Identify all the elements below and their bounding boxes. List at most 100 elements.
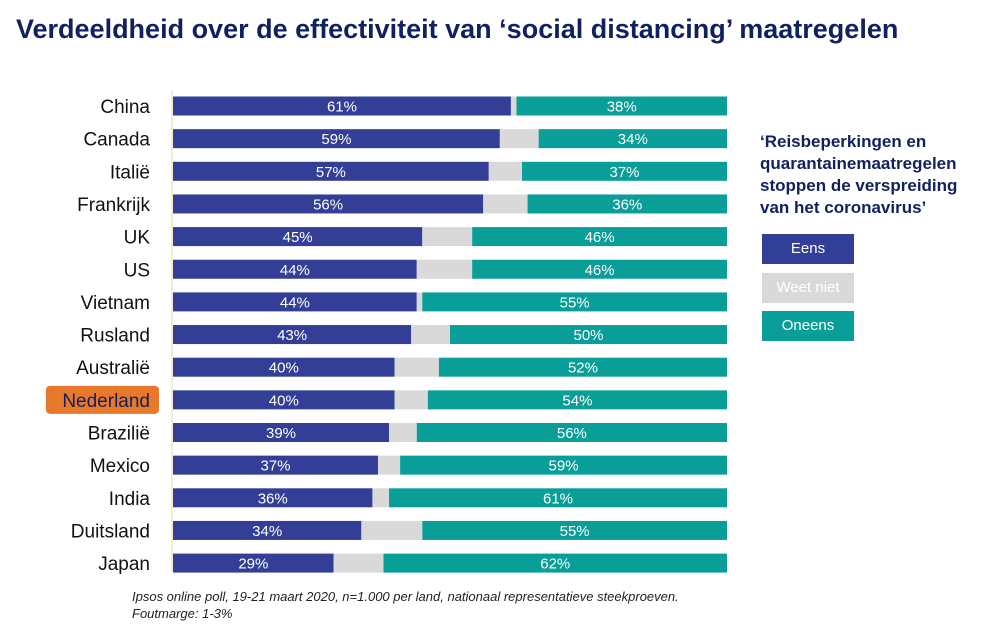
bar-weet-niet-mexico [377, 455, 401, 475]
bar-oneens-japan [383, 553, 727, 573]
data-label-oneens-itali-: 37% [609, 164, 639, 181]
data-label-oneens-nederland: 54% [562, 392, 592, 409]
footnote: Ipsos online poll, 19-21 maart 2020, n=1… [132, 588, 679, 622]
data-label-eens-us: 44% [280, 262, 310, 279]
category-label-us: US [124, 260, 150, 281]
data-label-eens-japan: 29% [238, 556, 268, 573]
data-label-eens-canada: 59% [321, 131, 351, 148]
bar-weet-niet-frankrijk [483, 194, 528, 214]
bar-oneens-brazili- [416, 423, 727, 442]
data-label-eens-india: 36% [258, 490, 288, 507]
data-label-oneens-mexico: 59% [549, 458, 579, 475]
legend-eens: Eens [762, 234, 854, 264]
data-label-eens-brazili-: 39% [266, 425, 296, 442]
category-label-rusland: Rusland [80, 326, 150, 347]
bar-weet-niet-japan [333, 553, 384, 573]
data-label-oneens-india: 61% [543, 490, 573, 507]
bar-oneens-itali- [522, 161, 727, 181]
bar-weet-niet-brazili- [389, 423, 417, 442]
data-label-oneens-japan: 62% [540, 556, 570, 573]
data-label-oneens-us: 46% [585, 262, 615, 279]
bar-oneens-australi- [438, 357, 727, 377]
bar-eens-india [173, 488, 373, 508]
bar-eens-itali- [173, 161, 489, 181]
bar-weet-niet-rusland [411, 325, 450, 345]
category-label-brazili-: Brazilië [88, 424, 150, 445]
statement-text: ‘Reisbeperkingen en quarantainemaatregel… [760, 132, 958, 217]
data-label-eens-china: 61% [327, 99, 357, 116]
legend-eens-label: Eens [790, 240, 826, 257]
category-label-canada: Canada [83, 130, 150, 151]
bar-weet-niet-canada [499, 129, 539, 149]
bar-eens-japan [173, 553, 334, 573]
data-label-eens-nederland: 40% [269, 392, 299, 409]
category-label-frankrijk: Frankrijk [77, 195, 150, 216]
category-label-vietnam: Vietnam [81, 293, 150, 314]
bar-oneens-vietnam [422, 292, 727, 312]
bar-oneens-mexico [400, 455, 727, 475]
chart-title: Verdeeldheid over de effectiviteit van ‘… [16, 14, 899, 44]
bar-weet-niet-nederland [394, 390, 428, 410]
category-label-australi-: Australië [76, 358, 150, 379]
bar-eens-australi- [173, 357, 395, 377]
data-label-oneens-brazili-: 56% [557, 425, 587, 442]
bar-oneens-us [472, 259, 727, 279]
category-label-china: China [100, 97, 150, 118]
category-label-uk: UK [124, 228, 151, 249]
legend-oneens-label: Oneens [781, 317, 835, 334]
bar-oneens-duitsland [422, 520, 727, 540]
bar-eens-china [173, 96, 511, 116]
bar-eens-uk [173, 227, 423, 247]
bar-eens-mexico [173, 455, 378, 475]
category-label-japan: Japan [98, 554, 150, 575]
data-label-oneens-duitsland: 55% [560, 523, 590, 540]
bar-oneens-nederland [427, 390, 727, 410]
bar-weet-niet-australi- [394, 357, 439, 377]
data-label-eens-uk: 45% [283, 229, 313, 246]
category-label-duitsland: Duitsland [71, 521, 150, 542]
bar-eens-duitsland [173, 520, 362, 540]
legend-weet-niet-label: Weet niet [776, 279, 840, 296]
highlight-box-nederland [46, 385, 159, 414]
bar-eens-us [173, 259, 417, 279]
bar-oneens-frankrijk [527, 194, 727, 214]
category-label-itali-: Italië [110, 162, 150, 183]
bar-weet-niet-us [416, 259, 473, 279]
data-label-eens-rusland: 43% [277, 327, 307, 344]
bar-weet-niet-india [372, 488, 390, 508]
data-label-eens-itali-: 57% [316, 164, 346, 181]
bar-weet-niet-uk [422, 227, 473, 247]
bar-weet-niet-duitsland [361, 520, 423, 540]
data-label-oneens-canada: 34% [618, 131, 648, 148]
data-label-oneens-australi-: 52% [568, 360, 598, 377]
data-label-eens-frankrijk: 56% [313, 196, 343, 213]
category-label-nederland: Nederland [62, 391, 150, 412]
bar-weet-niet-vietnam [416, 292, 423, 312]
legend-weet-niet: Weet niet [762, 273, 854, 303]
data-label-eens-duitsland: 34% [252, 523, 282, 540]
bar-oneens-rusland [450, 325, 727, 345]
bar-oneens-canada [538, 129, 727, 149]
bar-weet-niet-itali- [488, 161, 523, 181]
data-label-oneens-vietnam: 55% [560, 294, 590, 311]
bar-oneens-china [516, 96, 727, 116]
data-label-oneens-frankrijk: 36% [612, 196, 642, 213]
data-label-eens-vietnam: 44% [280, 294, 310, 311]
data-label-eens-australi-: 40% [269, 360, 299, 377]
bar-eens-frankrijk [173, 194, 484, 214]
bar-oneens-uk [472, 227, 727, 247]
bar-eens-canada [173, 129, 500, 149]
data-label-oneens-rusland: 50% [573, 327, 603, 344]
category-label-mexico: Mexico [90, 456, 150, 477]
data-label-oneens-china: 38% [607, 99, 637, 116]
bar-eens-nederland [173, 390, 395, 410]
footnote-line-1: Ipsos online poll, 19-21 maart 2020, n=1… [132, 589, 679, 604]
bar-weet-niet-china [510, 96, 517, 116]
data-label-oneens-uk: 46% [585, 229, 615, 246]
category-label-india: India [109, 489, 151, 510]
bar-oneens-india [389, 488, 727, 508]
legend-oneens: Oneens [762, 311, 854, 341]
data-label-eens-mexico: 37% [260, 458, 290, 475]
bar-eens-rusland [173, 325, 412, 345]
footnote-line-2: Foutmarge: 1-3% [132, 606, 233, 621]
